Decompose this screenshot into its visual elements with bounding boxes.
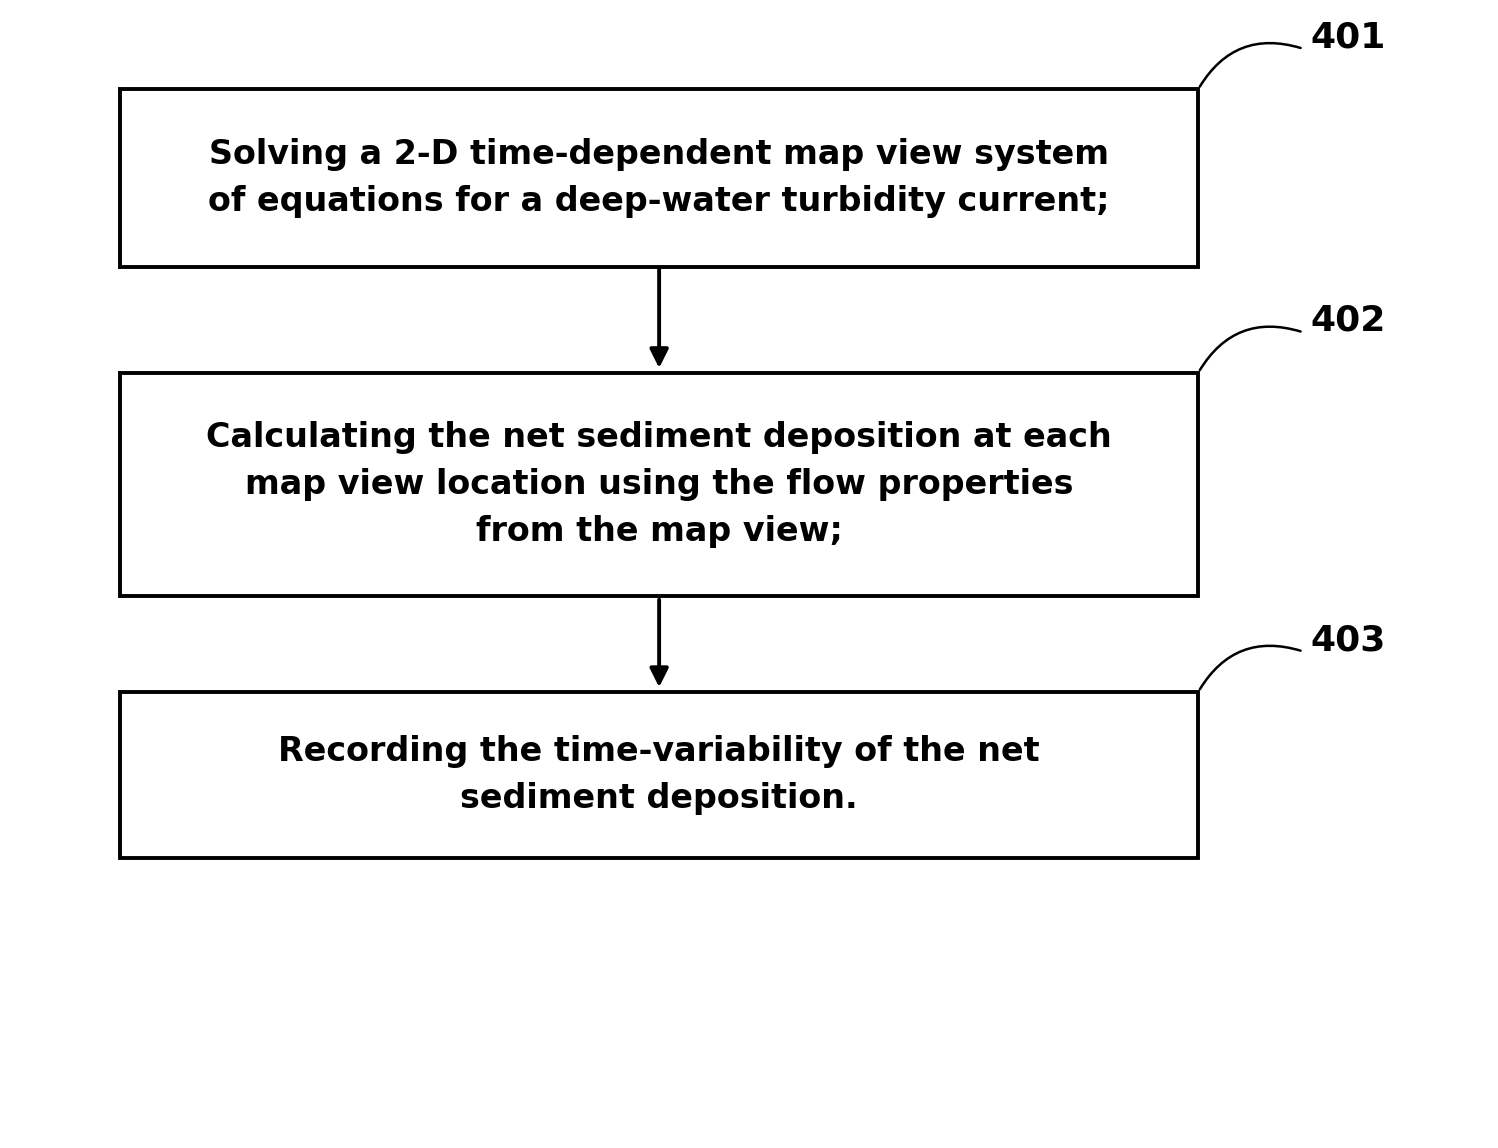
Text: 402: 402 bbox=[1311, 304, 1386, 338]
FancyBboxPatch shape bbox=[120, 90, 1198, 267]
Text: Recording the time-variability of the net
sediment deposition.: Recording the time-variability of the ne… bbox=[279, 735, 1040, 815]
Text: 403: 403 bbox=[1311, 623, 1386, 657]
Text: Solving a 2-D time-dependent map view system
of equations for a deep-water turbi: Solving a 2-D time-dependent map view sy… bbox=[208, 138, 1110, 218]
Text: Calculating the net sediment deposition at each
map view location using the flow: Calculating the net sediment deposition … bbox=[207, 420, 1112, 549]
Text: 401: 401 bbox=[1311, 21, 1386, 54]
FancyBboxPatch shape bbox=[120, 372, 1198, 597]
FancyBboxPatch shape bbox=[120, 691, 1198, 859]
